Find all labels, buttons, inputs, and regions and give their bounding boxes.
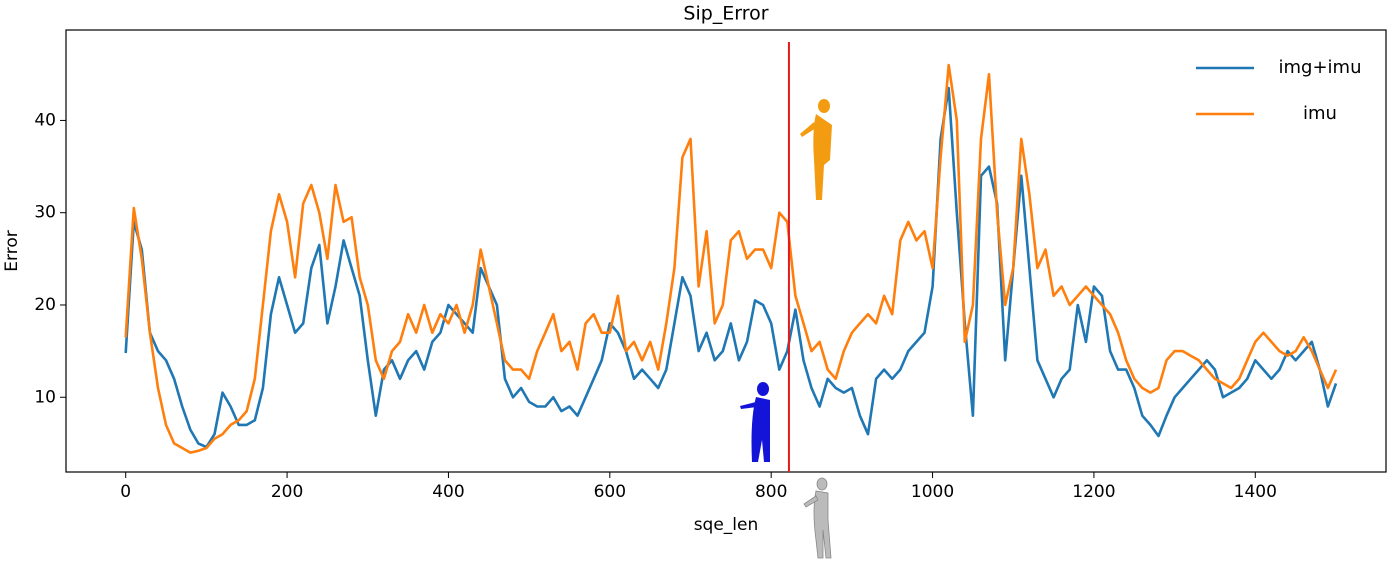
figure-gray <box>803 477 832 559</box>
x-tick-label: 1000 <box>911 482 954 502</box>
chart-title: Sip_Error <box>683 3 768 25</box>
y-axis-label: Error <box>2 230 22 271</box>
x-tick-label: 1400 <box>1234 482 1277 502</box>
x-tick-label: 800 <box>755 482 787 502</box>
y-tick-label: 40 <box>34 110 56 130</box>
x-tick-label: 600 <box>594 482 626 502</box>
x-tick-label: 0 <box>120 482 131 502</box>
y-tick-label: 20 <box>34 295 56 315</box>
x-tick-label: 400 <box>432 482 464 502</box>
legend-label: imu <box>1303 103 1337 124</box>
y-tick-label: 10 <box>34 387 56 407</box>
figure-blue <box>740 382 770 462</box>
line-series <box>124 63 1338 454</box>
legend-label: img+imu <box>1279 57 1362 78</box>
x-axis-label: sqe_len <box>694 515 759 535</box>
x-tick-label: 200 <box>271 482 303 502</box>
axes-frame <box>65 29 1387 473</box>
y-tick-label: 30 <box>34 203 56 223</box>
x-tick-label: 1200 <box>1072 482 1115 502</box>
figure-orange <box>800 99 832 200</box>
line-series <box>124 86 1338 449</box>
